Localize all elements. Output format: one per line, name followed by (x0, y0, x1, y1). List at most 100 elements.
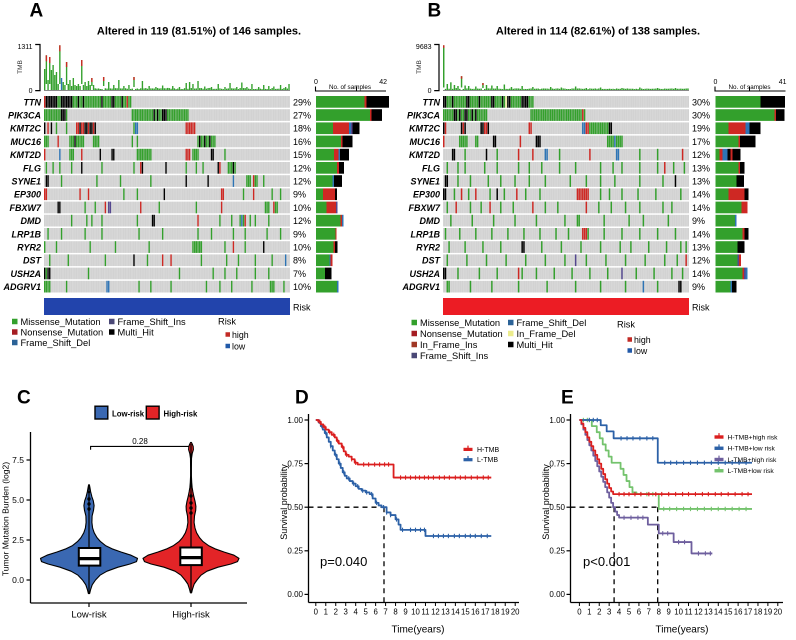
svg-text:FLG: FLG (422, 163, 440, 173)
svg-text:PIK3CA: PIK3CA (8, 111, 41, 121)
svg-text:1: 1 (587, 608, 591, 617)
svg-text:20: 20 (773, 608, 782, 617)
svg-text:14: 14 (714, 608, 723, 617)
svg-text:12%: 12% (692, 256, 710, 266)
svg-text:41: 41 (779, 79, 787, 86)
svg-text:13: 13 (704, 608, 713, 617)
svg-text:TTN: TTN (423, 97, 441, 107)
svg-text:low: low (232, 341, 246, 351)
svg-text:15: 15 (724, 608, 733, 617)
svg-text:C: C (17, 388, 31, 409)
svg-text:H-TMB+low risk: H-TMB+low risk (728, 446, 776, 453)
svg-text:12: 12 (431, 608, 440, 617)
svg-text:2: 2 (334, 608, 338, 617)
svg-text:DMD: DMD (21, 216, 42, 226)
svg-text:2: 2 (597, 608, 601, 617)
svg-text:1.00: 1.00 (549, 416, 565, 425)
svg-text:In_Frame_Del: In_Frame_Del (517, 329, 576, 339)
svg-text:0: 0 (577, 608, 582, 617)
svg-text:18: 18 (754, 608, 763, 617)
svg-text:H-TMB: H-TMB (477, 447, 499, 454)
svg-text:12%: 12% (293, 216, 311, 226)
svg-text:12%: 12% (692, 150, 710, 160)
svg-text:0: 0 (29, 88, 33, 95)
svg-text:5.0: 5.0 (12, 495, 24, 505)
svg-text:13%: 13% (692, 243, 710, 253)
svg-text:4: 4 (354, 608, 359, 617)
svg-text:FBXW7: FBXW7 (10, 203, 42, 213)
svg-text:Survival probability: Survival probability (541, 464, 551, 540)
svg-text:MUC16: MUC16 (409, 137, 441, 147)
svg-text:Altered in 119 (81.51%) of 146: Altered in 119 (81.51%) of 146 samples. (97, 26, 301, 38)
svg-text:Risk: Risk (617, 320, 635, 330)
svg-text:27%: 27% (293, 111, 311, 121)
svg-text:Altered in 114 (82.61%) of 138: Altered in 114 (82.61%) of 138 samples. (496, 26, 700, 38)
svg-text:14%: 14% (692, 229, 710, 239)
svg-text:Survival probability: Survival probability (279, 464, 289, 540)
svg-text:0.00: 0.00 (287, 590, 303, 599)
svg-text:0.00: 0.00 (549, 590, 565, 599)
svg-text:29%: 29% (293, 97, 311, 107)
svg-text:A: A (30, 1, 44, 22)
svg-text:L-TMB+high risk: L-TMB+high risk (728, 457, 778, 464)
svg-text:In_Frame_Ins: In_Frame_Ins (420, 340, 478, 350)
svg-text:12%: 12% (293, 163, 311, 173)
svg-text:19: 19 (764, 608, 773, 617)
svg-text:16: 16 (471, 608, 480, 617)
svg-text:10%: 10% (293, 243, 311, 253)
svg-text:Risk: Risk (692, 303, 710, 313)
svg-text:1: 1 (324, 608, 328, 617)
svg-text:EP300: EP300 (413, 190, 440, 200)
svg-text:MUC16: MUC16 (10, 137, 42, 147)
svg-text:Risk: Risk (293, 303, 311, 313)
svg-text:42: 42 (379, 79, 387, 86)
svg-text:0.0: 0.0 (12, 575, 24, 585)
svg-text:30%: 30% (692, 111, 710, 121)
svg-text:USH2A: USH2A (409, 269, 440, 279)
svg-text:18: 18 (491, 608, 500, 617)
svg-text:Low-risk: Low-risk (71, 610, 107, 621)
svg-text:20: 20 (511, 608, 520, 617)
svg-text:9%: 9% (293, 190, 306, 200)
svg-text:5: 5 (363, 608, 368, 617)
svg-text:RYR2: RYR2 (17, 243, 41, 253)
svg-text:E: E (561, 388, 574, 409)
svg-text:Missense_Mutation: Missense_Mutation (21, 317, 101, 327)
svg-text:13%: 13% (692, 163, 710, 173)
svg-text:p<0.001: p<0.001 (583, 554, 630, 569)
svg-text:12: 12 (694, 608, 703, 617)
svg-text:No. of samples: No. of samples (729, 84, 771, 91)
svg-text:9683: 9683 (416, 44, 432, 51)
svg-text:15: 15 (461, 608, 470, 617)
svg-text:No. of samples: No. of samples (329, 84, 371, 91)
svg-text:2.5: 2.5 (12, 535, 24, 545)
svg-text:10%: 10% (293, 203, 311, 213)
svg-text:B: B (428, 1, 442, 22)
svg-text:4: 4 (617, 608, 622, 617)
svg-text:Frame_Shift_Ins: Frame_Shift_Ins (420, 351, 489, 361)
svg-text:high: high (634, 335, 651, 345)
svg-text:high: high (232, 330, 249, 340)
svg-text:0.28: 0.28 (132, 437, 148, 446)
svg-text:9: 9 (403, 608, 407, 617)
svg-text:1311: 1311 (17, 44, 32, 51)
svg-text:L-TMB: L-TMB (477, 457, 498, 464)
svg-text:Time(years): Time(years) (392, 625, 445, 636)
svg-text:0.50: 0.50 (549, 503, 565, 512)
svg-text:9%: 9% (293, 229, 306, 239)
svg-text:5: 5 (627, 608, 632, 617)
svg-text:RYR2: RYR2 (416, 243, 440, 253)
svg-text:0: 0 (714, 79, 718, 86)
svg-text:0.75: 0.75 (287, 459, 303, 468)
svg-text:0: 0 (314, 608, 319, 617)
svg-text:9: 9 (667, 608, 671, 617)
svg-text:0: 0 (428, 88, 432, 95)
svg-text:10: 10 (674, 608, 683, 617)
svg-text:17: 17 (744, 608, 753, 617)
svg-text:9%: 9% (692, 216, 705, 226)
svg-text:8: 8 (657, 608, 661, 617)
svg-text:17: 17 (481, 608, 490, 617)
svg-text:Tumor Mutation Burden (log2): Tumor Mutation Burden (log2) (1, 462, 11, 576)
svg-text:0.50: 0.50 (287, 503, 303, 512)
svg-text:KMT2C: KMT2C (409, 124, 440, 134)
